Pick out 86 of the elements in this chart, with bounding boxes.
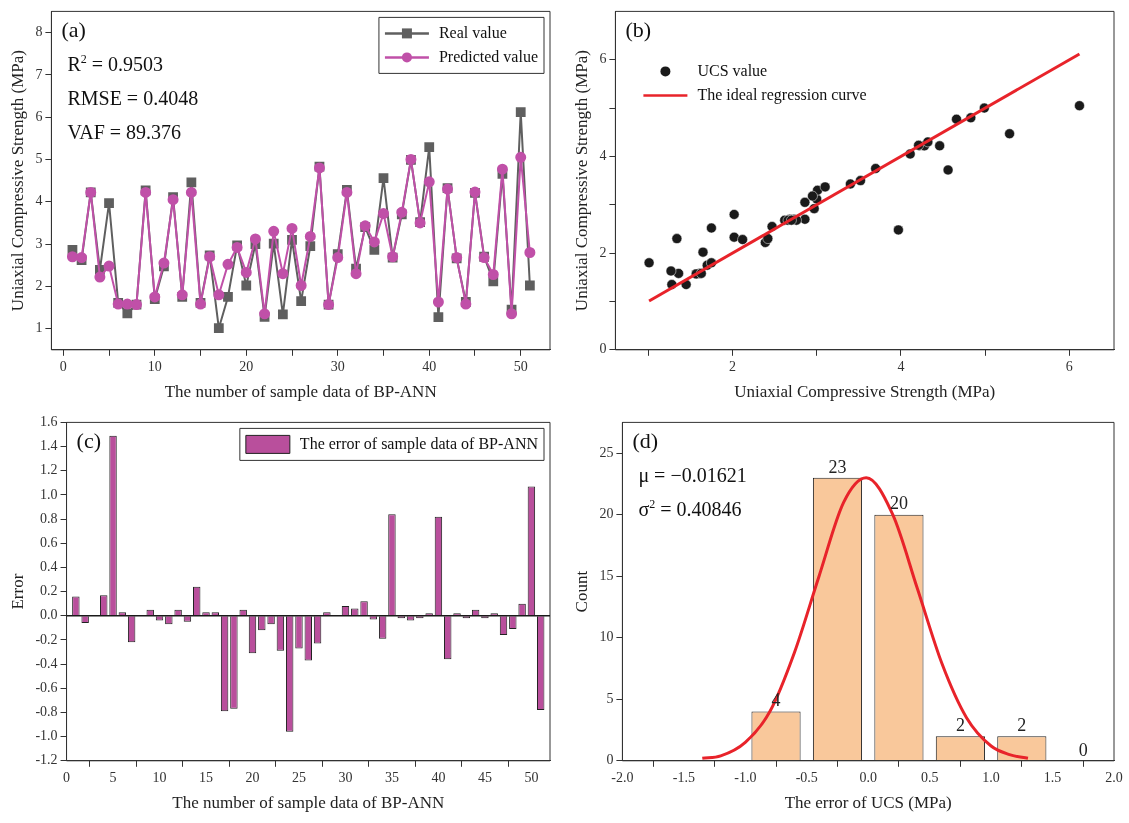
x-tick-label: 0.5 — [920, 769, 939, 785]
y-tick-label: 0.2 — [40, 583, 58, 599]
annotation: (d) — [632, 428, 659, 454]
y-axis-title: Error — [7, 573, 27, 610]
y-tick-label: -1.0 — [35, 728, 58, 744]
x-tick-label: 5 — [109, 769, 117, 785]
y-tick-label: 6 — [599, 51, 607, 67]
y-tick-label: 0 — [599, 341, 607, 357]
x-tick-label: 10 — [147, 358, 162, 374]
x-tick-label: 0.0 — [859, 769, 877, 785]
x-tick-label: 45 — [477, 769, 492, 785]
x-tick-label: 6 — [1065, 358, 1073, 374]
y-tick-label: 1.4 — [40, 438, 58, 454]
legend-label: The error of sample data of BP-ANN — [299, 434, 539, 453]
legend-label: Predicted value — [438, 47, 539, 65]
y-tick-label: 25 — [599, 444, 614, 460]
y-tick-label: 0.6 — [40, 534, 58, 550]
legend-label: Real value — [438, 23, 507, 41]
x-tick-label: 35 — [384, 769, 399, 785]
x-tick-label: 50 — [524, 769, 539, 785]
y-tick-label: 20 — [599, 506, 614, 522]
annotation: μ = −0.01621 — [638, 464, 747, 488]
y-tick-label: 4 — [35, 193, 43, 209]
y-tick-label: 0.0 — [40, 607, 58, 623]
y-tick-label: 1.6 — [40, 414, 58, 430]
y-tick-label: 0.4 — [40, 559, 58, 575]
legend-label: The ideal regression curve — [697, 85, 867, 104]
annotation: (a) — [61, 17, 86, 43]
y-axis-title: Uniaxial Compressive Strength (MPa) — [571, 50, 591, 312]
y-axis-title: Count — [571, 570, 591, 613]
data-label: 2 — [955, 714, 965, 735]
y-tick-label: 2 — [599, 244, 607, 260]
x-tick-label: 30 — [338, 769, 353, 785]
x-tick-label: 50 — [513, 358, 528, 374]
x-tick-label: 2 — [728, 358, 736, 374]
y-tick-label: -0.8 — [35, 704, 58, 720]
y-tick-label: 3 — [35, 235, 43, 251]
y-tick-label: 8 — [35, 24, 43, 40]
data-label: 0 — [1078, 739, 1088, 760]
x-tick-label: 10 — [152, 769, 167, 785]
annotation: VAF = 89.376 — [67, 121, 182, 144]
y-tick-label: 7 — [35, 66, 43, 82]
x-axis-title: The number of sample data of BP-ANN — [172, 793, 445, 813]
x-tick-label: 25 — [291, 769, 306, 785]
data-label: 23 — [828, 456, 847, 477]
x-axis-title: Uniaxial Compressive Strength (MPa) — [734, 382, 996, 402]
x-tick-label: -0.5 — [795, 769, 818, 785]
legend-label: UCS value — [697, 61, 768, 79]
y-tick-label: 1.2 — [40, 462, 58, 478]
x-tick-label: 4 — [897, 358, 905, 374]
y-tick-label: 6 — [35, 108, 43, 124]
x-tick-label: -1.0 — [734, 769, 757, 785]
y-tick-label: 5 — [606, 690, 614, 706]
annotation: (b) — [625, 17, 652, 43]
y-tick-label: -0.2 — [35, 631, 58, 647]
annotation: (c) — [76, 428, 101, 454]
x-tick-label: 40 — [431, 769, 446, 785]
y-tick-label: 0 — [606, 752, 614, 768]
y-axis-title: Uniaxial Compressive Strength (MPa) — [7, 50, 27, 312]
x-tick-label: 1.5 — [1043, 769, 1062, 785]
y-tick-label: 1 — [35, 320, 43, 336]
x-tick-label: 0 — [63, 769, 71, 785]
y-tick-label: 1.0 — [40, 486, 58, 502]
y-tick-label: -0.4 — [35, 655, 58, 671]
x-tick-label: -2.0 — [611, 769, 634, 785]
data-label: 2 — [1017, 714, 1027, 735]
y-tick-label: 5 — [35, 151, 43, 167]
y-tick-label: 15 — [599, 567, 614, 583]
annotation: RMSE = 0.4048 — [67, 87, 199, 110]
x-axis-title: The number of sample data of BP-ANN — [164, 382, 437, 402]
x-tick-label: -1.5 — [672, 769, 695, 785]
x-tick-label: 40 — [422, 358, 437, 374]
x-tick-label: 15 — [199, 769, 214, 785]
y-tick-label: 4 — [599, 148, 607, 164]
x-axis-title: The error of UCS (MPa) — [784, 793, 952, 813]
x-tick-label: 30 — [330, 358, 345, 374]
x-tick-label: 1.0 — [982, 769, 1000, 785]
y-tick-label: -0.6 — [35, 679, 58, 695]
y-tick-label: 10 — [599, 629, 614, 645]
x-tick-label: 2.0 — [1105, 769, 1123, 785]
y-tick-label: 2 — [35, 278, 43, 294]
y-tick-label: -1.2 — [35, 752, 58, 768]
data-label: 20 — [889, 493, 908, 514]
y-tick-label: 0.8 — [40, 510, 58, 526]
x-tick-label: 20 — [245, 769, 260, 785]
x-tick-label: 20 — [239, 358, 254, 374]
